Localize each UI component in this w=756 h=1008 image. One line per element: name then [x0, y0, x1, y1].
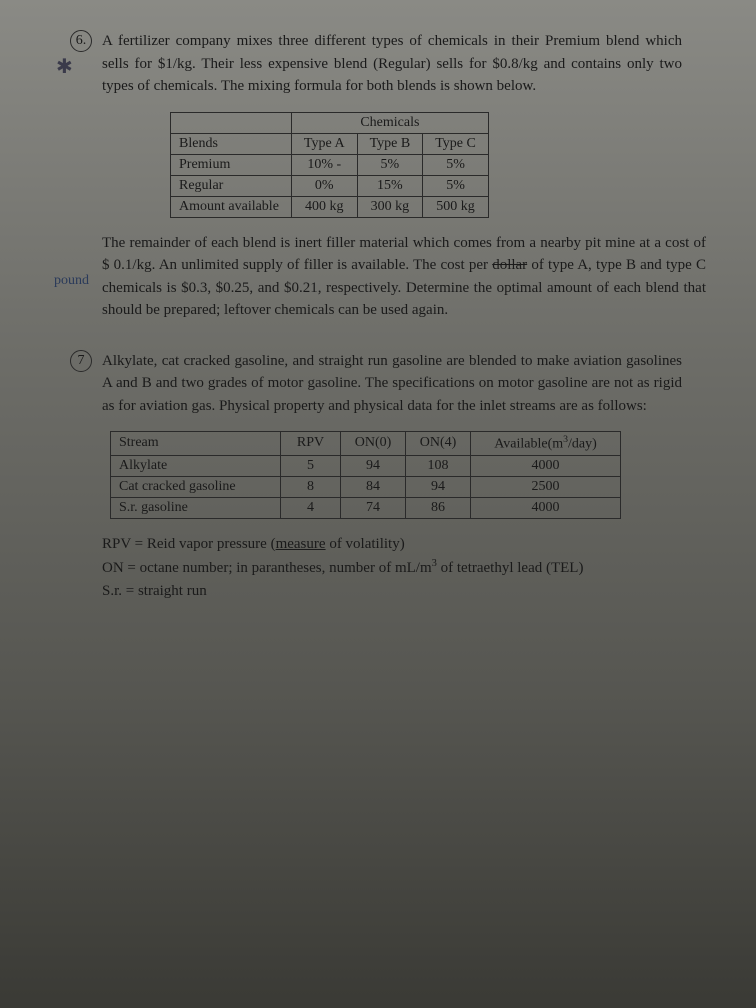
problem-6: ✱ 6. A fertilizer company mixes three di…: [70, 30, 706, 322]
table-row: Amount available 400 kg 300 kg 500 kg: [171, 196, 489, 217]
table-row: Stream RPV ON(0) ON(4) Available(m3/day): [111, 432, 621, 456]
asterisk-mark: ✱: [56, 54, 73, 79]
def-on: ON = octane number; in parantheses, numb…: [102, 556, 706, 580]
streams-table: Stream RPV ON(0) ON(4) Available(m3/day)…: [110, 431, 621, 519]
table-row: Blends Type A Type B Type C: [171, 133, 489, 154]
problem-number-7: 7: [70, 350, 92, 372]
table-header-chemicals: Chemicals: [291, 112, 488, 133]
table-row: Alkylate 5 94 108 4000: [111, 455, 621, 476]
problem-6-text: A fertilizer company mixes three differe…: [102, 30, 682, 98]
problem-number-6: 6.: [70, 30, 92, 52]
table-row: Cat cracked gasoline 8 84 94 2500: [111, 476, 621, 497]
problem-7: 7 Alkylate, cat cracked gasoline, and st…: [70, 350, 706, 604]
handwritten-pound: pound: [54, 270, 89, 291]
table-row: S.r. gasoline 4 74 86 4000: [111, 497, 621, 518]
chemicals-table: Chemicals Blends Type A Type B Type C Pr…: [170, 112, 489, 218]
available-header: Available(m3/day): [471, 432, 621, 456]
problem-7-text: Alkylate, cat cracked gasoline, and stra…: [102, 350, 682, 418]
table-row: Regular 0% 15% 5%: [171, 175, 489, 196]
def-rpv: RPV = Reid vapor pressure (measure of vo…: [102, 533, 706, 556]
problem-6-para2: pound The remainder of each blend is ine…: [102, 232, 706, 322]
strike-dollar: dollar: [492, 257, 527, 273]
table-row: Premium 10% - 5% 5%: [171, 154, 489, 175]
def-sr: S.r. = straight run: [102, 580, 706, 603]
definitions: RPV = Reid vapor pressure (measure of vo…: [102, 533, 706, 604]
